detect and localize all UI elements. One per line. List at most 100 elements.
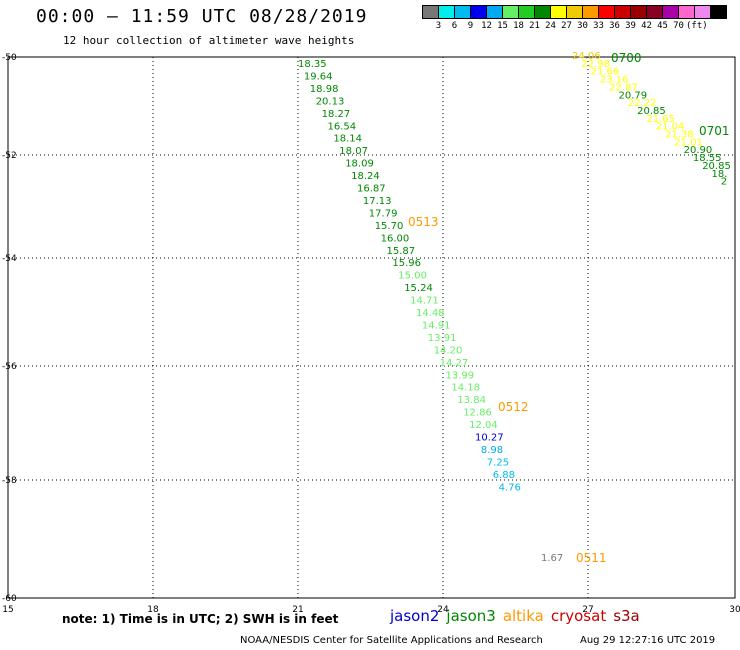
wave-height-label: 14.20	[434, 345, 463, 356]
latitude-tick-label: -58	[2, 476, 17, 486]
wave-height-label: 24.06	[572, 51, 601, 62]
legend-label: 15	[497, 21, 508, 31]
wave-height-label: 18.07	[339, 146, 368, 157]
legend-label: 24	[545, 21, 556, 31]
wave-height-label: 14.18	[451, 383, 480, 394]
wave-height-label: 14.27	[440, 358, 469, 369]
wave-height-label: 16.00	[381, 233, 410, 244]
wave-height-label: 2	[721, 177, 727, 188]
wave-height-label: 6.88	[493, 470, 515, 481]
longitude-tick-label: 30	[729, 605, 740, 615]
wave-height-label: 15.96	[392, 258, 421, 269]
wave-height-label: 20.90	[684, 145, 713, 156]
wave-height-label: 20.85	[637, 106, 666, 117]
wave-height-label: 12.04	[469, 420, 498, 431]
latitude-tick-label: -52	[2, 151, 17, 161]
wave-height-label: 21.65	[646, 114, 675, 125]
wave-height-label: 18.14	[333, 134, 362, 145]
wave-height-label: 18.24	[351, 171, 380, 182]
pass-time-label: 0511	[576, 551, 607, 565]
wave-height-label: 15.00	[398, 271, 427, 282]
satellite-s3a: s3a	[613, 607, 640, 625]
latitude-tick-label: -56	[2, 362, 17, 372]
wave-height-label: 20.85	[702, 161, 731, 172]
wave-height-label: 13.84	[457, 395, 486, 406]
pass-time-label: 0513	[408, 215, 439, 229]
longitude-tick-label: 18	[147, 605, 159, 615]
pass-time-label: 0512	[498, 400, 529, 414]
wave-height-label: 18.27	[322, 109, 351, 120]
wave-height-label: 15.87	[387, 246, 416, 257]
pass-time-label: 0700	[611, 51, 642, 65]
wave-height-label: 1.67	[541, 553, 563, 564]
wave-height-label: 21.04	[656, 122, 685, 133]
wave-height-label: 14.48	[416, 308, 445, 319]
wave-height-label: 12.86	[463, 408, 492, 419]
legend-label: 30	[577, 21, 588, 31]
wave-height-label: 14.91	[422, 320, 451, 331]
generated-timestamp: Aug 29 12:27:16 UTC 2019	[580, 635, 716, 646]
wave-height-label: 16.54	[328, 121, 357, 132]
longitude-tick-label: 15	[2, 605, 13, 615]
wave-height-label: 21.38	[665, 130, 694, 141]
wave-height-label: 21.01	[674, 137, 703, 148]
wave-height-label: 17.79	[369, 208, 398, 219]
credit-line: NOAA/NESDIS Center for Satellite Applica…	[240, 635, 715, 646]
wave-height-label: 15.24	[404, 283, 433, 294]
wave-height-label: 10.27	[475, 433, 504, 444]
units-note: note: 1) Time is in UTC; 2) SWH is in fe…	[62, 612, 339, 626]
legend-label: 3	[435, 21, 442, 31]
wave-height-label: 18.09	[345, 159, 374, 170]
legend-label: 9	[467, 21, 474, 31]
latitude-tick-label: -60	[2, 594, 17, 604]
legend-label: (ft)	[686, 21, 708, 31]
legend-label: 21	[529, 21, 540, 31]
wave-height-label: 22.22	[628, 98, 657, 109]
legend-label: 39	[625, 21, 636, 31]
longitude-tick-label: 24	[437, 605, 449, 615]
legend-label: 33	[593, 21, 604, 31]
satellite-jason2: jason2	[390, 607, 440, 625]
legend-label: 12	[481, 21, 492, 31]
legend-labels: 3 6 9 12 15 18 21 24 27 30 33 36 39 42 45 70 (ft)	[422, 19, 726, 33]
wave-height-label: 18.55	[693, 153, 722, 164]
wave-height-label: 20.79	[619, 90, 648, 101]
satellite-jason3: jason3	[446, 607, 496, 625]
longitude-tick-label: 21	[292, 605, 303, 615]
legend-label: 6	[451, 21, 458, 31]
legend-swatch	[710, 5, 727, 19]
legend-label: 70	[673, 21, 684, 31]
legend-label: 27	[561, 21, 572, 31]
wave-height-label: 23.16	[600, 75, 629, 86]
legend-label: 18	[513, 21, 524, 31]
chart-title: 00:00 – 11:59 UTC 08/28/2019	[36, 6, 368, 27]
credit-text: NOAA/NESDIS Center for Satellite Applica…	[240, 635, 543, 646]
wave-height-label: 19.64	[304, 71, 333, 82]
satellite-altika: altika	[502, 607, 544, 625]
wave-height-label: 21.66	[591, 67, 620, 78]
wave-height-label: 22.87	[609, 82, 638, 93]
wave-height-label: 13.91	[428, 333, 457, 344]
map-frame	[7, 56, 736, 599]
legend-swatches	[422, 5, 727, 19]
wave-height-label: 16.87	[357, 184, 386, 195]
satellite-cryosat: cryosat	[550, 607, 607, 625]
legend-label: 42	[641, 21, 652, 31]
wave-height-label: 18.98	[310, 84, 339, 95]
wave-height-label: 13.99	[446, 370, 475, 381]
wave-height-label: 15.70	[375, 221, 404, 232]
longitude-tick-label: 27	[582, 605, 593, 615]
wave-height-label: 18.	[712, 169, 728, 180]
wave-height-label: 14.71	[410, 296, 439, 307]
latitude-tick-label: -54	[2, 254, 17, 264]
wave-height-label: 8.98	[481, 445, 503, 456]
color-legend: 3 6 9 12 15 18 21 24 27 30 33 36 39 42 45 70 (ft)	[422, 5, 727, 33]
wave-height-label: 17.13	[363, 196, 392, 207]
legend-label: 36	[609, 21, 620, 31]
pass-time-label: 0701	[699, 124, 730, 138]
wave-height-label: 4.76	[499, 482, 521, 493]
satellite-legend: jason2 jason3 altika cryosat s3a	[390, 607, 647, 625]
wave-height-label: 20.13	[316, 96, 345, 107]
wave-height-label: 18.35	[298, 59, 327, 70]
